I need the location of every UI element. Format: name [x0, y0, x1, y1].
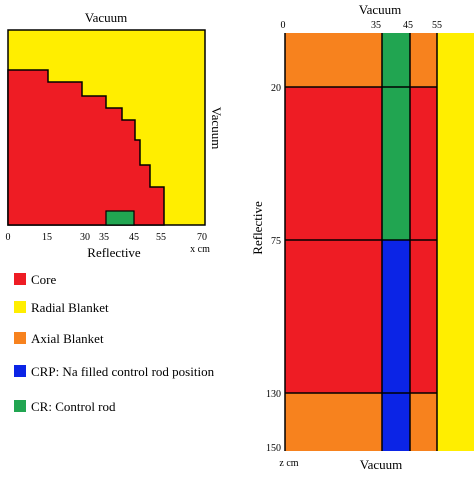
- radial-x-tick: 0: [6, 232, 11, 243]
- radial-x-tick: 35: [99, 232, 109, 243]
- legend-label-core: Core: [31, 272, 57, 287]
- legend-label-cr: CR: Control rod: [31, 399, 116, 414]
- control-rod-column: [382, 33, 410, 240]
- axial-z-tick: 20: [271, 83, 281, 94]
- radial-x-tick: 15: [42, 232, 52, 243]
- axial-z-tick: 75: [271, 236, 281, 247]
- radial-x-unit: x cm: [190, 244, 210, 255]
- legend-item-crp: CRP: Na filled control rod position: [14, 364, 215, 379]
- axial-x-tick: 35: [371, 20, 381, 31]
- core-region: [7, 69, 165, 226]
- legend-label-crp: CRP: Na filled control rod position: [31, 364, 215, 379]
- legend-swatch-cr: [14, 400, 26, 412]
- axial-z-tick: 130: [266, 389, 281, 400]
- legend-swatch-crp: [14, 365, 26, 377]
- crp-column: [382, 240, 410, 451]
- axial-x-tick: 55: [432, 20, 442, 31]
- legend: Core Radial Blanket Axial Blanket CRP: N…: [14, 272, 215, 414]
- radial-x-tick: 70: [197, 232, 207, 243]
- radial-x-tick: 45: [129, 232, 139, 243]
- radial-bottom-label: Reflective: [87, 245, 141, 260]
- axial-blanket-top: [285, 33, 437, 87]
- legend-item-axial-blanket: Axial Blanket: [14, 331, 104, 346]
- axial-bottom-label: Vacuum: [360, 457, 403, 472]
- legend-item-core: Core: [14, 272, 57, 287]
- radial-x-tick: 30: [80, 232, 90, 243]
- axial-z-unit: z cm: [279, 458, 298, 469]
- axial-region-outlines: [284, 33, 438, 451]
- radial-top-label: Vacuum: [85, 10, 128, 25]
- axial-top-label: Vacuum: [359, 2, 402, 17]
- axial-z-tick: 150: [266, 443, 281, 454]
- radial-view: Vacuum Vacuum Reflective x cm 0 15 30 35…: [6, 10, 225, 260]
- legend-swatch-core: [14, 273, 26, 285]
- legend-label-radial-blanket: Radial Blanket: [31, 300, 109, 315]
- axial-blanket-bottom: [285, 393, 437, 451]
- legend-item-cr: CR: Control rod: [14, 399, 116, 414]
- legend-label-axial-blanket: Axial Blanket: [31, 331, 104, 346]
- radial-x-tick: 55: [156, 232, 166, 243]
- legend-item-radial-blanket: Radial Blanket: [14, 300, 109, 315]
- axial-x-tick: 45: [403, 20, 413, 31]
- control-rod-region: [105, 210, 135, 226]
- axial-left-label: Reflective: [250, 201, 265, 255]
- axial-view: Vacuum Reflective Vacuum z cm 0 35 45 55…: [250, 2, 474, 472]
- radial-right-label: Vacuum: [209, 107, 224, 150]
- axial-x-tick: 0: [281, 20, 286, 31]
- legend-swatch-radial-blanket: [14, 301, 26, 313]
- legend-swatch-axial-blanket: [14, 332, 26, 344]
